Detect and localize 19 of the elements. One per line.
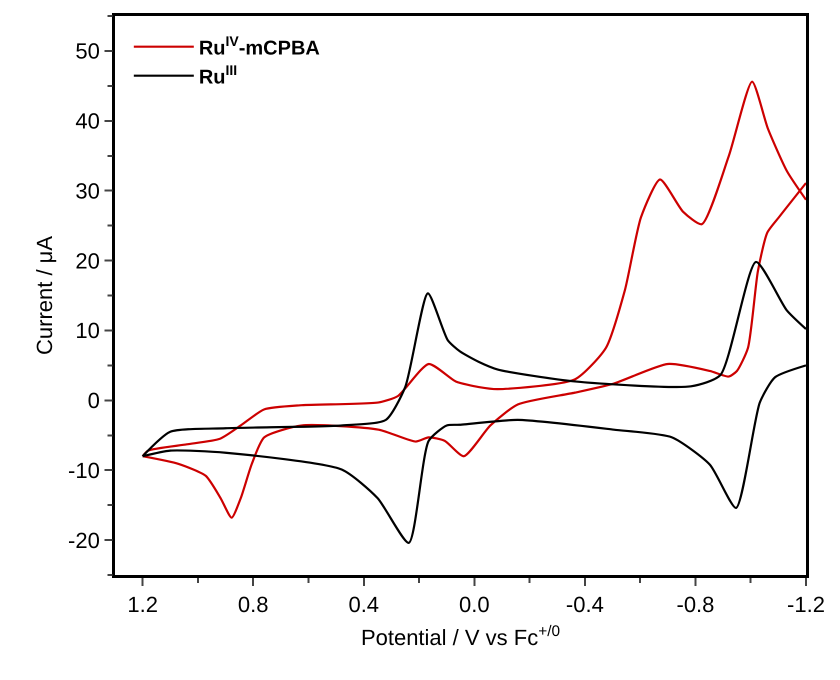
y-tick-label: 30 xyxy=(75,178,100,204)
y-tick-label: 20 xyxy=(75,248,100,274)
x-tick-label: 0.0 xyxy=(459,592,490,618)
x-tick-label: 1.2 xyxy=(127,592,158,618)
y-tick-label: -10 xyxy=(68,458,100,483)
x-tick-label: -0.4 xyxy=(566,592,604,618)
x-tick-label: 0.8 xyxy=(238,592,268,618)
x-tick-label: -1.2 xyxy=(787,592,825,618)
y-tick-label: 0 xyxy=(88,388,100,414)
y-tick-label: 40 xyxy=(75,108,100,134)
y-axis-title: Current / μA xyxy=(32,236,57,356)
y-tick-label: 50 xyxy=(75,38,100,64)
legend-label: Ru$^{IV}$-mCPBA xyxy=(198,33,320,60)
x-tick-label: -0.8 xyxy=(676,592,714,618)
legend-label: Ru$^{III}$ xyxy=(198,62,238,88)
x-axis-title: Potential / V vs Fc$^{+/0}$ xyxy=(360,622,560,650)
y-tick-label: -20 xyxy=(68,528,100,553)
y-tick-label: 10 xyxy=(75,318,100,344)
x-tick-label: 0.4 xyxy=(348,592,380,618)
